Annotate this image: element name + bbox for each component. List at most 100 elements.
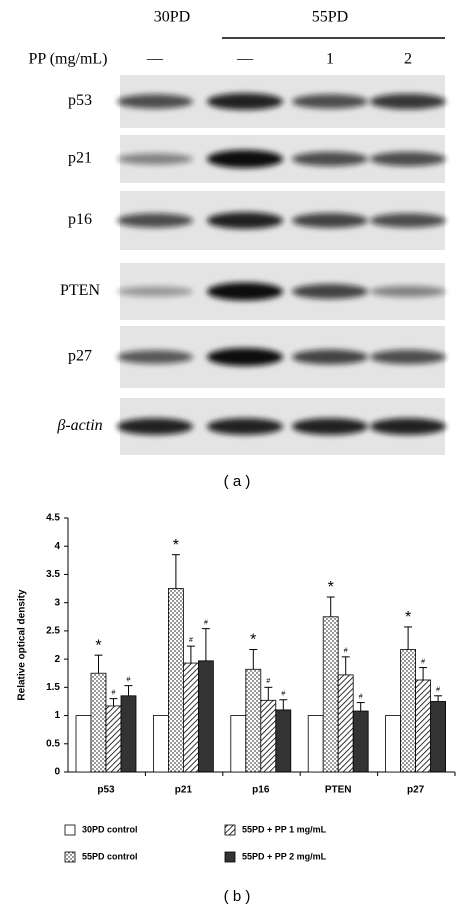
blot-band: [207, 150, 283, 168]
y-tick-label: 1.5: [46, 682, 60, 693]
x-tick-label: p53: [97, 785, 115, 796]
caption: ( a ): [224, 473, 251, 490]
blot-band: [207, 418, 283, 435]
blot-band: [207, 212, 283, 229]
error-bar: [171, 554, 180, 589]
blot-band: [292, 284, 368, 299]
error-bar: [201, 628, 210, 661]
bar: [400, 649, 417, 773]
blot-band: [292, 349, 368, 365]
error-bar: [109, 698, 118, 706]
significance-mark: #: [127, 676, 131, 683]
significance-mark: #: [344, 648, 348, 655]
legend-label: 55PD + PP 1 mg/mL: [242, 824, 327, 834]
bar: [430, 701, 447, 773]
significance-mark: #: [112, 689, 116, 696]
significance-mark: #: [359, 693, 363, 700]
blot-band: [117, 286, 193, 297]
significance-mark: #: [266, 678, 270, 685]
blot-band: [117, 153, 193, 165]
y-tick-label: 2.5: [46, 626, 60, 637]
blot-band: [207, 348, 283, 366]
bar: [167, 588, 184, 773]
error-bar: [419, 667, 428, 680]
significance-mark: #: [436, 687, 440, 694]
lane-label: —: [236, 51, 254, 68]
blot-band: [117, 350, 193, 364]
error-bar: [326, 596, 335, 617]
legend-swatch: [224, 824, 236, 836]
protein-label: PTEN: [60, 282, 100, 299]
error-bar: [341, 656, 350, 675]
significance-mark: *: [250, 632, 256, 649]
error-bar: [356, 702, 365, 712]
significance-mark: #: [189, 637, 193, 644]
y-tick-label: 2: [54, 654, 60, 665]
bar: [337, 674, 354, 773]
bar: [197, 660, 214, 773]
significance-mark: *: [405, 609, 411, 626]
legend-swatch: [224, 851, 236, 863]
group-label: 30PD: [154, 9, 190, 26]
error-bar: [186, 645, 195, 664]
blot-band: [370, 349, 446, 365]
treatment-label: PP (mg/mL): [29, 51, 108, 68]
lane-label: 1: [326, 51, 334, 68]
bar: [90, 672, 107, 773]
significance-mark: *: [328, 579, 334, 596]
y-tick-label: 3.5: [46, 569, 60, 580]
blot-band: [117, 418, 193, 435]
x-tick-label: PTEN: [325, 785, 352, 796]
bar: [307, 715, 324, 773]
error-bar: [404, 626, 413, 650]
blot-band: [117, 213, 193, 228]
significance-mark: #: [421, 658, 425, 665]
legend-swatch: [64, 851, 76, 863]
error-bar: [94, 654, 103, 674]
blot-band: [370, 151, 446, 167]
blot-band: [292, 213, 368, 228]
y-tick-label: 1: [54, 710, 60, 721]
y-tick-label: 0: [54, 767, 60, 778]
x-tick-label: p27: [407, 785, 425, 796]
error-bar: [279, 699, 288, 710]
bar: [245, 668, 262, 773]
blot-band: [292, 151, 368, 167]
bar: [260, 699, 277, 773]
significance-mark: #: [281, 691, 285, 698]
x-tick-label: p16: [252, 785, 270, 796]
lane-label: 2: [404, 51, 412, 68]
bar: [415, 679, 432, 773]
significance-mark: *: [95, 637, 101, 654]
bar: [385, 715, 402, 773]
legend-swatch: [64, 824, 76, 836]
blot-band: [370, 285, 446, 298]
y-tick-label: 0.5: [46, 738, 60, 749]
y-tick-label: 3: [54, 597, 60, 608]
error-bar: [124, 685, 133, 696]
blot-band: [370, 93, 446, 110]
protein-label: p16: [68, 211, 92, 228]
blot-band: [207, 93, 283, 110]
bar: [105, 705, 122, 773]
group-label: 55PD: [312, 9, 348, 26]
bar: [182, 662, 199, 773]
bar: [322, 616, 339, 773]
legend-label: 55PD + PP 2 mg/mL: [242, 851, 327, 861]
legend-label: 55PD control: [82, 851, 138, 861]
blot-band: [370, 418, 446, 435]
bar: [120, 695, 137, 773]
bar: [230, 715, 247, 773]
protein-label: p21: [68, 150, 92, 167]
legend-label: 30PD control: [82, 824, 138, 834]
y-tick-label: 4: [54, 541, 60, 552]
bar: [152, 715, 169, 773]
blot-band: [117, 94, 193, 109]
lane-label: —: [146, 51, 164, 68]
blot-band: [292, 418, 368, 435]
bar: [352, 710, 369, 773]
x-tick-label: p21: [175, 785, 193, 796]
protein-label: p53: [68, 92, 92, 109]
caption: ( b ): [224, 888, 251, 905]
